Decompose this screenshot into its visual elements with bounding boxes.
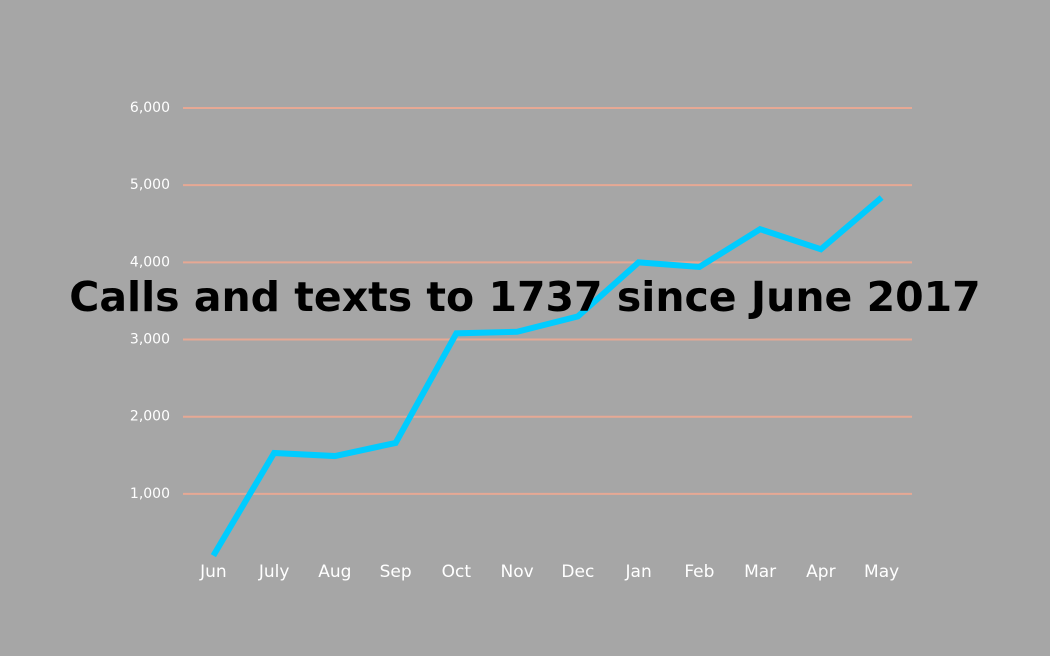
- x-tick-label: Feb: [684, 562, 714, 582]
- x-tick-label: Nov: [501, 562, 534, 582]
- x-tick-label: Dec: [561, 562, 594, 582]
- y-tick-label: 3,000: [130, 332, 170, 348]
- y-tick-label: 2,000: [130, 409, 170, 425]
- x-tick-label: Sep: [380, 562, 412, 582]
- x-tick-label: July: [258, 562, 290, 582]
- x-tick-label: Mar: [744, 562, 776, 582]
- y-tick-label: 4,000: [130, 254, 170, 270]
- x-tick-label: May: [864, 562, 899, 582]
- x-tick-label: Jan: [625, 562, 652, 582]
- y-tick-label: 1,000: [130, 486, 170, 502]
- y-tick-label: 6,000: [130, 100, 170, 116]
- x-tick-label: Aug: [318, 562, 351, 582]
- data-line: [210, 195, 884, 558]
- x-tick-label: Apr: [806, 562, 835, 582]
- x-tick-label: Jun: [199, 562, 227, 582]
- y-tick-label: 5,000: [130, 177, 170, 193]
- chart-title: Calls and texts to 1737 since June 2017: [69, 273, 980, 321]
- x-tick-label: Oct: [442, 562, 472, 582]
